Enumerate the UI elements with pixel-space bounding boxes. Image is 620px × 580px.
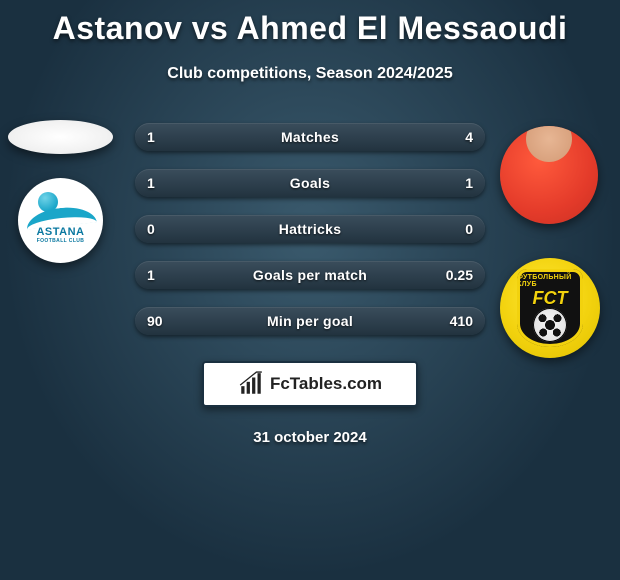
stat-right-value: 4	[465, 123, 473, 151]
stat-left-value: 90	[147, 307, 163, 335]
page-subtitle: Club competitions, Season 2024/2025	[0, 65, 620, 83]
astana-logo: ASTANA FOOTBALL CLUB	[26, 186, 96, 256]
stat-left-value: 0	[147, 215, 155, 243]
stat-right-value: 0.25	[446, 261, 473, 289]
footer-date: 31 october 2024	[0, 429, 620, 446]
stat-left-value: 1	[147, 169, 155, 197]
player-right-photo	[500, 126, 598, 224]
stat-label: Matches	[281, 129, 339, 145]
tobol-arc-text: ФУТБОЛЬНЫЙ КЛУБ	[517, 274, 583, 288]
stat-label: Hattricks	[279, 221, 342, 237]
stat-left-value: 1	[147, 123, 155, 151]
stat-row-hattricks: 0 Hattricks 0	[135, 215, 485, 243]
astana-subtext: FOOTBALL CLUB	[26, 238, 96, 244]
club-left-badge: ASTANA FOOTBALL CLUB	[18, 178, 103, 263]
page-title: Astanov vs Ahmed El Messaoudi	[0, 0, 620, 47]
tobol-fkt-text: FCT	[533, 288, 568, 309]
stat-left-value: 1	[147, 261, 155, 289]
stat-row-matches: 1 Matches 4	[135, 123, 485, 151]
stat-right-value: 1	[465, 169, 473, 197]
brand-badge: FcTables.com	[202, 361, 418, 407]
stat-right-value: 0	[465, 215, 473, 243]
stat-row-goals: 1 Goals 1	[135, 169, 485, 197]
stat-label: Goals	[290, 175, 330, 191]
brand-text: FcTables.com	[270, 374, 382, 394]
tobol-ball-icon	[533, 308, 567, 342]
player-left-photo	[8, 120, 113, 154]
astana-text: ASTANA	[26, 226, 96, 238]
stat-row-min-per-goal: 90 Min per goal 410	[135, 307, 485, 335]
chart-icon	[238, 371, 264, 397]
stat-label: Min per goal	[267, 313, 353, 329]
stats-container: 1 Matches 4 1 Goals 1 0 Hattricks 0 1 Go…	[135, 123, 485, 335]
club-right-badge: ФУТБОЛЬНЫЙ КЛУБ FCT	[500, 258, 600, 358]
stat-right-value: 410	[450, 307, 473, 335]
tobol-logo: ФУТБОЛЬНЫЙ КЛУБ FCT	[517, 269, 583, 347]
stat-row-goals-per-match: 1 Goals per match 0.25	[135, 261, 485, 289]
stat-label: Goals per match	[253, 267, 367, 283]
